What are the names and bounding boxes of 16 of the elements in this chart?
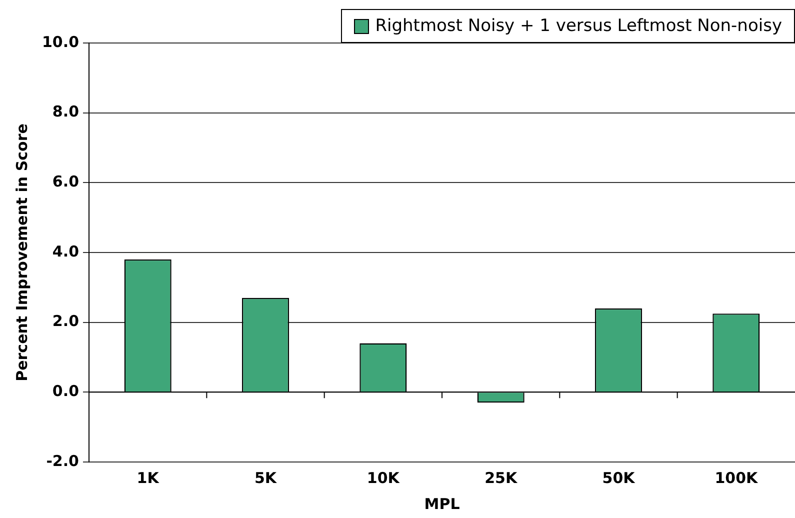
legend-label: Rightmost Noisy + 1 versus Leftmost Non-noisy: [375, 16, 782, 36]
x-axis-title: MPL: [424, 494, 460, 513]
x-tick-label: 1K: [136, 468, 160, 487]
y-tick-label: 0.0: [52, 382, 80, 400]
y-tick-label: 10.0: [42, 32, 80, 51]
y-axis-title: Percent Improvement in Score: [12, 124, 31, 382]
y-tick-label: -2.0: [46, 452, 80, 470]
y-tick-label: 8.0: [52, 102, 80, 121]
y-tick-label: 4.0: [52, 242, 80, 260]
x-tick-label: 10K: [366, 468, 401, 487]
y-tick-label: 2.0: [52, 312, 80, 330]
x-tick-label: 50K: [602, 468, 636, 487]
y-tick-label: 6.0: [52, 172, 80, 191]
x-tick-label: 100K: [714, 468, 760, 487]
x-tick-label: 25K: [484, 468, 518, 487]
x-tick-label: 5K: [254, 468, 278, 487]
